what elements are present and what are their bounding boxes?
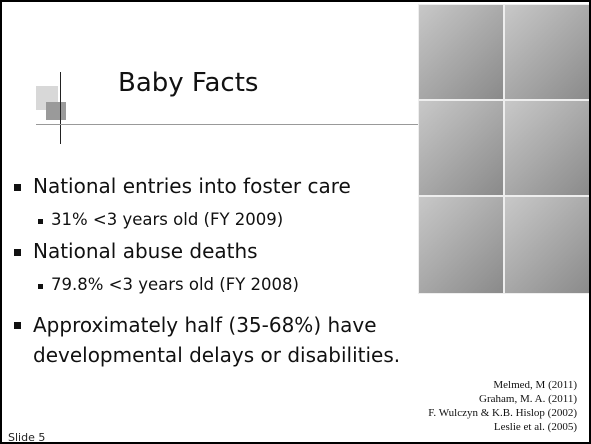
bullet-text: National abuse deaths (33, 239, 258, 263)
reference: Leslie et al. (2005) (494, 421, 577, 433)
reference: Melmed, M (2011) (493, 379, 577, 391)
photo (418, 100, 504, 196)
sub-bullet (38, 219, 43, 224)
slide-number: Slide 5 (8, 431, 45, 444)
sub-bullet-text: 31% <3 years old (FY 2009) (51, 210, 283, 229)
sub-bullet (38, 284, 43, 289)
slide-title: Baby Facts (118, 68, 258, 98)
decor-line (60, 72, 61, 144)
photo-grid (418, 4, 590, 292)
photo (418, 4, 504, 100)
photo (504, 4, 591, 100)
decor-square (46, 102, 66, 120)
photo (418, 196, 504, 294)
bullet (14, 249, 21, 256)
bullet-text: National entries into foster care (33, 174, 351, 198)
slide: Baby Facts National entries into foster … (0, 0, 591, 444)
bullet (14, 322, 21, 329)
bullet (14, 184, 21, 191)
sub-bullet-text: 79.8% <3 years old (FY 2008) (51, 275, 299, 294)
bullet-text: Approximately half (35-68%) have develop… (33, 310, 423, 370)
reference: Graham, M. A. (2011) (479, 393, 577, 405)
photo (504, 196, 591, 294)
reference: F. Wulczyn & K.B. Hislop (2002) (428, 407, 577, 419)
decor-line (36, 124, 420, 125)
photo (504, 100, 591, 196)
